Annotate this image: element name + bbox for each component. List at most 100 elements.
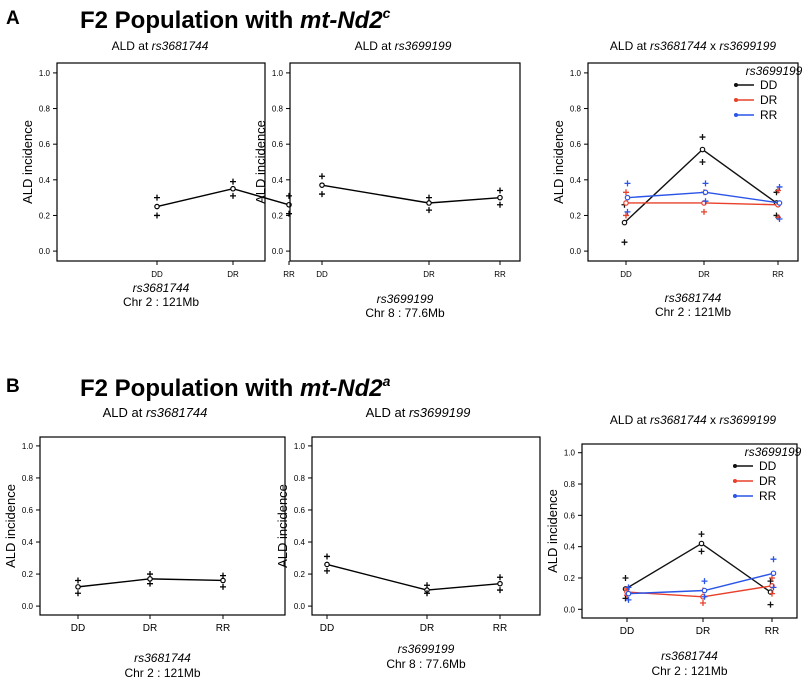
legend-label: DD	[760, 78, 778, 92]
error-lower-marker	[147, 580, 153, 587]
y-tick-label: 0.4	[272, 176, 284, 185]
plot-frame	[587, 62, 799, 262]
chart-title: ALD at rs3681744	[112, 39, 209, 53]
y-tick-label: 0.4	[564, 543, 576, 552]
error-upper-marker	[622, 574, 629, 581]
heading-prefix: F2 Population with	[80, 375, 300, 402]
y-axis-label: ALD incidence	[275, 484, 290, 568]
y-tick-label: 0.0	[294, 602, 306, 611]
x-tick-label: RR	[493, 623, 507, 634]
data-point	[154, 203, 160, 210]
x-tick-label: DR	[227, 270, 239, 279]
heading-superscript: a	[383, 373, 391, 389]
error-upper-marker	[776, 183, 783, 190]
error-upper-marker	[154, 194, 160, 201]
error-lower-marker	[699, 159, 706, 165]
error-upper-marker	[497, 187, 503, 194]
panel-heading: F2 Population with mt-Nd2a	[80, 373, 391, 402]
chart-panel-2: ALD at rs3699199 0.0 0.2 0.4 0.6 0.8 1.0 ALD in…	[253, 39, 521, 320]
error-lower-marker	[776, 216, 783, 223]
error-upper-marker	[75, 577, 81, 584]
data-point	[698, 540, 705, 547]
legend-swatch-dot	[733, 464, 737, 468]
plot-frame	[39, 436, 286, 616]
data-point	[220, 577, 226, 584]
legend-label: DR	[759, 474, 777, 488]
chart-title: ALD at rs3681744	[103, 405, 208, 420]
panel-letter: B	[6, 376, 20, 397]
y-tick-label: 0.6	[570, 140, 582, 149]
chart-title-mid: x	[707, 39, 720, 53]
error-lower-marker	[426, 207, 432, 214]
error-lower-marker	[497, 587, 503, 594]
error-lower-marker	[701, 208, 707, 215]
error-lower-marker	[230, 192, 236, 199]
x-tick-label: DD	[71, 623, 85, 634]
error-lower-marker	[75, 590, 81, 597]
chart-panel-6: ALD at rs3681744 x rs3699199 0.0 0.2 0.4 0.6…	[545, 413, 802, 678]
legend-swatch-dot	[734, 83, 738, 87]
error-upper-marker	[624, 180, 631, 187]
error-lower-marker	[700, 600, 706, 607]
y-tick-label: 1.0	[294, 442, 306, 451]
x-axis-snp: rs3681744	[665, 291, 722, 305]
data-point	[75, 584, 81, 590]
chart-title-prefix: ALD at	[610, 413, 650, 427]
error-upper-marker	[220, 572, 226, 579]
x-tick-label: RR	[772, 270, 784, 279]
panel-heading: F2 Population with mt-Nd2c	[80, 5, 391, 34]
y-tick-label: 0.0	[272, 247, 284, 256]
x-tick-label: DR	[423, 270, 435, 279]
x-axis-snp: rs3681744	[661, 649, 718, 663]
chart-title-snp: rs3681744	[146, 405, 207, 420]
error-lower-marker	[154, 212, 160, 219]
y-tick-label: 0.2	[570, 211, 582, 220]
error-lower-marker	[767, 601, 774, 608]
y-tick-label: 0.8	[22, 474, 34, 483]
error-lower-marker	[625, 596, 632, 603]
chart-title-mid: x	[707, 413, 720, 427]
chart-title: ALD at rs3681744 x rs3699199	[610, 39, 776, 53]
error-upper-marker	[623, 189, 629, 196]
data-point	[230, 185, 236, 192]
y-tick-label: 1.0	[22, 442, 34, 451]
y-tick-label: 0.8	[564, 480, 576, 489]
chart-title-snp2: rs3699199	[719, 413, 776, 427]
legend-swatch-dot	[733, 494, 737, 498]
legend-swatch-dot	[733, 479, 737, 483]
series-line-rr	[628, 572, 774, 595]
chart-title-prefix: ALD at	[366, 405, 409, 420]
error-lower-marker	[623, 212, 629, 219]
heading-superscript: c	[383, 5, 391, 21]
y-tick-label: 0.4	[39, 176, 51, 185]
error-lower-marker	[324, 567, 330, 574]
y-tick-label: 0.0	[39, 247, 51, 256]
legend-swatch-dot	[734, 113, 738, 117]
y-tick-label: 1.0	[39, 69, 51, 78]
error-upper-marker	[625, 584, 632, 591]
panel-letter: A	[6, 8, 20, 29]
x-axis-chr: Chr 8 : 77.6Mb	[386, 657, 466, 671]
chart-panel-3: ALD at rs3681744 x rs3699199 0.0 0.2 0.4 0.6…	[551, 39, 803, 319]
error-upper-marker	[147, 571, 153, 578]
legend-title: rs3699199	[745, 445, 802, 459]
y-axis-label: ALD incidence	[545, 489, 560, 573]
y-tick-label: 0.8	[272, 105, 284, 114]
x-tick-label: DD	[620, 270, 632, 279]
x-tick-label: RR	[765, 626, 779, 637]
x-tick-label: RR	[283, 270, 295, 279]
data-point	[621, 219, 628, 226]
error-upper-marker	[702, 180, 709, 187]
x-axis-snp: rs3699199	[398, 642, 455, 656]
error-upper-marker	[424, 582, 430, 589]
x-axis-chr: Chr 2 : 121Mb	[123, 295, 199, 309]
series-line-dd	[624, 148, 777, 224]
x-tick-label: DD	[316, 270, 328, 279]
error-upper-marker	[770, 556, 777, 563]
chart-panel-1: A F2 Population with mt-Nd2c ALD at rs3681…	[6, 5, 391, 309]
x-axis-chr: Chr 2 : 121Mb	[655, 305, 731, 319]
chart-title: ALD at rs3681744 x rs3699199	[610, 413, 776, 427]
heading-gene: mt-Nd2	[300, 7, 383, 34]
chart-title-snp: rs3681744	[152, 39, 209, 53]
error-lower-marker	[701, 593, 708, 600]
